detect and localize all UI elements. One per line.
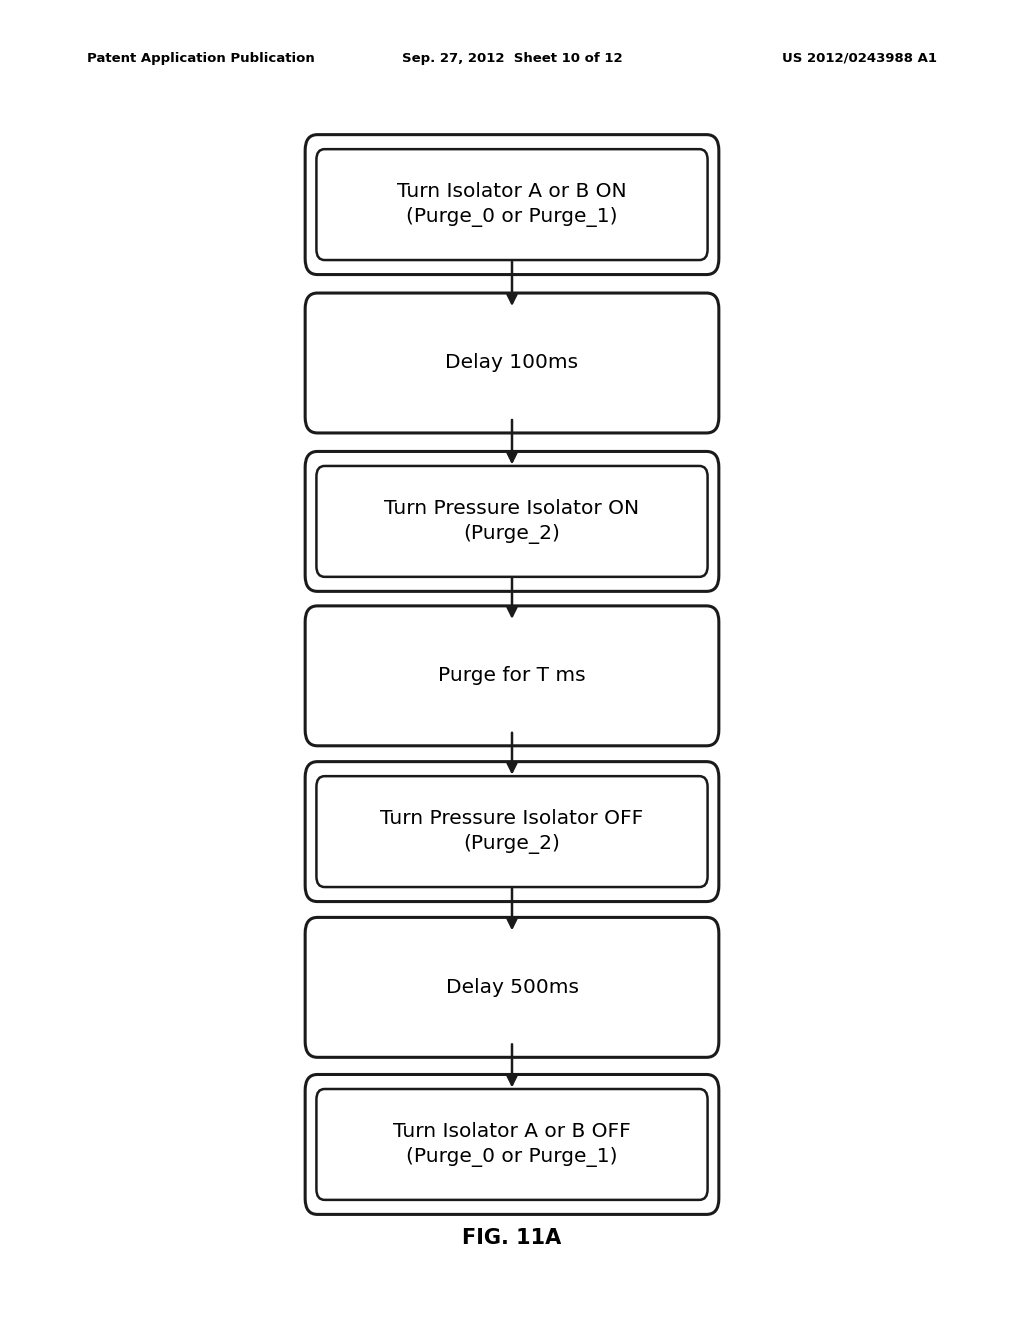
FancyBboxPatch shape (316, 149, 708, 260)
Text: Turn Pressure Isolator ON
(Purge_2): Turn Pressure Isolator ON (Purge_2) (384, 499, 640, 544)
FancyBboxPatch shape (305, 451, 719, 591)
Text: FIG. 11A: FIG. 11A (463, 1228, 561, 1249)
FancyBboxPatch shape (305, 606, 719, 746)
FancyBboxPatch shape (316, 466, 708, 577)
Text: Turn Isolator A or B ON
(Purge_0 or Purge_1): Turn Isolator A or B ON (Purge_0 or Purg… (397, 182, 627, 227)
Text: Turn Pressure Isolator OFF
(Purge_2): Turn Pressure Isolator OFF (Purge_2) (380, 809, 644, 854)
FancyBboxPatch shape (305, 293, 719, 433)
FancyBboxPatch shape (305, 917, 719, 1057)
Text: Sep. 27, 2012  Sheet 10 of 12: Sep. 27, 2012 Sheet 10 of 12 (401, 51, 623, 65)
FancyBboxPatch shape (316, 776, 708, 887)
FancyBboxPatch shape (305, 762, 719, 902)
Text: Delay 500ms: Delay 500ms (445, 978, 579, 997)
Text: Delay 100ms: Delay 100ms (445, 354, 579, 372)
Text: Purge for T ms: Purge for T ms (438, 667, 586, 685)
Text: US 2012/0243988 A1: US 2012/0243988 A1 (782, 51, 937, 65)
Text: Patent Application Publication: Patent Application Publication (87, 51, 314, 65)
FancyBboxPatch shape (316, 1089, 708, 1200)
Text: Turn Isolator A or B OFF
(Purge_0 or Purge_1): Turn Isolator A or B OFF (Purge_0 or Pur… (393, 1122, 631, 1167)
FancyBboxPatch shape (305, 1074, 719, 1214)
FancyBboxPatch shape (305, 135, 719, 275)
